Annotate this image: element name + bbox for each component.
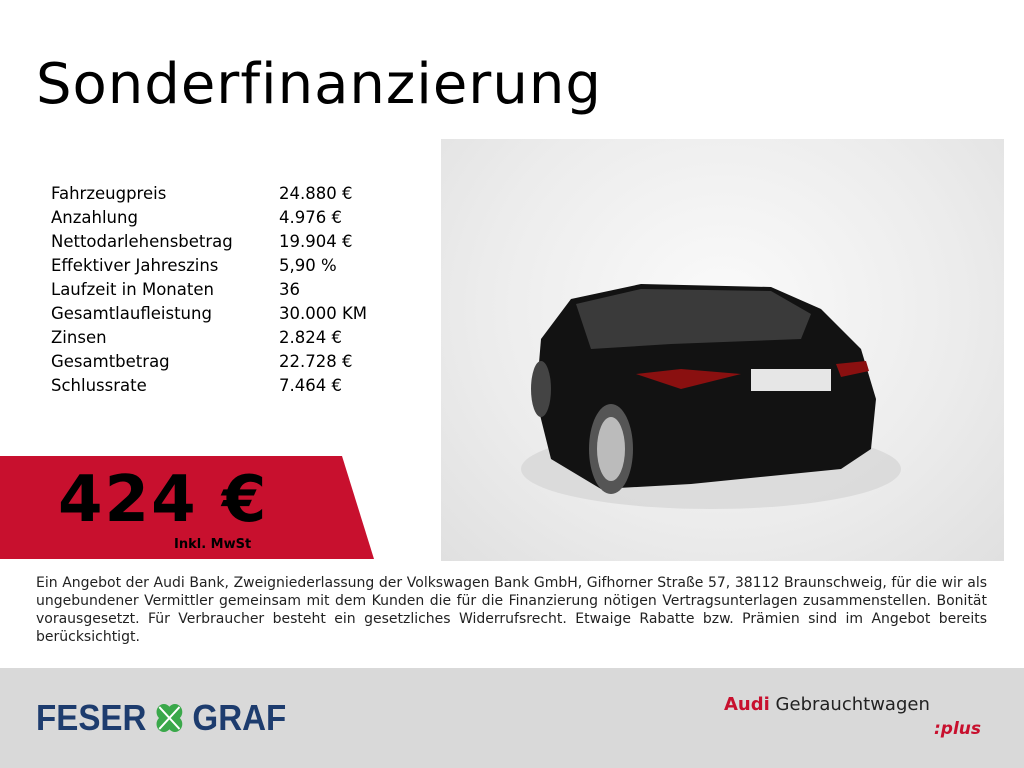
vat-note: Inkl. MwSt [174,537,252,552]
dealer-logo-right: GRAF [192,697,287,738]
spec-label: Fahrzeugpreis [51,184,167,203]
spec-value: 5,90 % [279,256,337,275]
spec-value: 24.880 € [279,184,353,203]
spec-value: 19.904 € [279,232,353,251]
spec-value: 36 [279,280,300,299]
clover-icon [156,704,183,732]
spec-label: Anzahlung [51,208,138,227]
price-banner [0,456,374,559]
spec-row: Schlussrate 7.464 € [51,374,367,398]
spec-value: 22.728 € [279,352,353,371]
audi-wordmark: Audi [724,694,770,715]
spec-row: Gesamtbetrag 22.728 € [51,350,367,374]
footer: FESER GRAF Audi Gebrauchtwagen :plus [0,668,1024,768]
audi-brand-logo: Audi Gebrauchtwagen [724,694,930,716]
spec-label: Schlussrate [51,376,147,395]
spec-label: Effektiver Jahreszins [51,256,219,275]
dealer-logo: FESER GRAF [36,698,286,738]
spec-row: Laufzeit in Monaten 36 [51,278,367,302]
spec-value: 7.464 € [279,376,342,395]
car-image [521,284,901,509]
spec-label: Gesamtbetrag [51,352,170,371]
financing-specs-table: Fahrzeugpreis 24.880 € Anzahlung 4.976 € Net… [51,182,367,398]
legal-disclaimer: Ein Angebot der Audi Bank, Zweigniederla… [36,575,987,645]
spec-row: Anzahlung 4.976 € [51,206,367,230]
spec-label: Gesamtlaufleistung [51,304,212,323]
brand-text: Gebrauchtwagen [775,694,930,715]
spec-value: 4.976 € [279,208,342,227]
spec-label: Nettodarlehensbetrag [51,232,233,251]
brand-plus: :plus [934,719,982,739]
page-title: Sonderfinanzierung [36,52,602,117]
spec-label: Zinsen [51,328,107,347]
spec-row: Gesamtlaufleistung 30.000 KM [51,302,367,326]
spec-row: Fahrzeugpreis 24.880 € [51,182,367,206]
spec-value: 2.824 € [279,328,342,347]
spec-row: Nettodarlehensbetrag 19.904 € [51,230,367,254]
monthly-rate: 424 € [58,463,269,537]
spec-row: Effektiver Jahreszins 5,90 % [51,254,367,278]
dealer-logo-left: FESER [36,697,147,738]
spec-row: Zinsen 2.824 € [51,326,367,350]
car-photo [441,139,1004,561]
spec-value: 30.000 KM [279,304,368,323]
spec-label: Laufzeit in Monaten [51,280,214,299]
